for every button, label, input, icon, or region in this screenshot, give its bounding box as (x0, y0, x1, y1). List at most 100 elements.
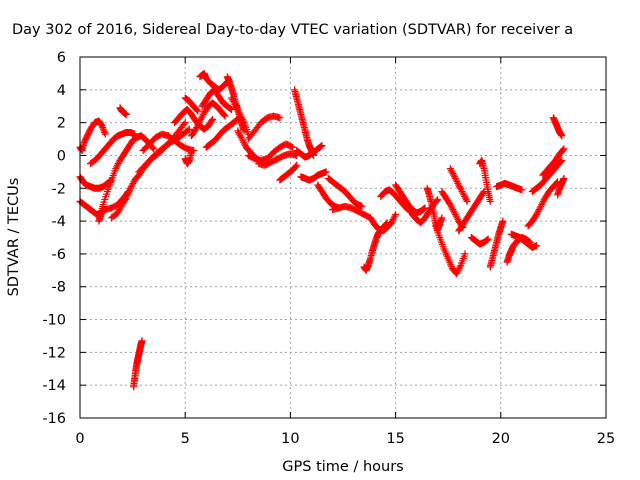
data-point (220, 111, 228, 119)
data-point (447, 202, 455, 210)
data-point (540, 196, 548, 204)
data-point (535, 206, 543, 214)
data-point (113, 163, 121, 171)
data-point (448, 168, 456, 176)
data-point (518, 186, 526, 194)
data-point (238, 114, 246, 122)
data-series (366, 211, 400, 235)
data-point (185, 125, 193, 133)
y-tick-label: 0 (57, 148, 66, 164)
data-point (389, 215, 397, 223)
data-point (453, 270, 461, 278)
data-point (317, 142, 325, 150)
data-point (452, 176, 460, 184)
data-series (297, 168, 330, 184)
data-point (193, 124, 201, 132)
data-point (451, 173, 459, 181)
data-series (139, 130, 198, 155)
data-point (322, 168, 330, 176)
data-point (232, 102, 240, 110)
data-point (450, 171, 458, 179)
data-point (233, 106, 241, 114)
data-point (559, 146, 567, 154)
data-point (445, 199, 453, 207)
data-point (198, 114, 206, 122)
data-series (324, 174, 366, 210)
data-point (538, 201, 546, 209)
data-point (193, 122, 201, 130)
data-point (227, 105, 235, 113)
data-point (230, 99, 238, 107)
data-point (456, 263, 464, 271)
data-series (455, 188, 488, 235)
data-point (233, 104, 241, 112)
data-point (236, 110, 244, 118)
data-point (560, 174, 568, 182)
data-point (193, 106, 201, 114)
x-tick-label: 0 (75, 431, 84, 447)
data-point (483, 236, 491, 244)
data-series (244, 140, 297, 164)
data-point (208, 117, 216, 125)
axis-ticks: 0 5 10 15 20 25 -16 -14 -12 -10 -8 -6 -4 -2 0 2 4 6 (42, 50, 615, 447)
data-point (538, 199, 546, 207)
data-point (238, 115, 246, 123)
data-series (446, 165, 471, 205)
data-point (115, 158, 123, 166)
data-point (239, 117, 247, 125)
data-point (138, 337, 146, 345)
data-point (420, 205, 428, 213)
data-series (181, 148, 196, 168)
data-series (291, 86, 318, 159)
data-point (237, 112, 245, 120)
data-point (457, 186, 465, 194)
data-point (560, 145, 568, 153)
data-point (482, 236, 490, 244)
data-point (221, 112, 229, 120)
data-point (116, 206, 124, 214)
data-point (227, 106, 235, 114)
data-point (454, 266, 462, 274)
data-point (191, 127, 199, 135)
data-point (192, 125, 200, 133)
data-point (181, 119, 189, 127)
data-point (390, 214, 398, 222)
data-point (129, 179, 137, 187)
data-series (507, 230, 541, 251)
data-point (289, 143, 297, 151)
data-point (292, 162, 300, 170)
data-point (459, 189, 467, 197)
data-series (87, 128, 139, 168)
plot-frame (79, 56, 607, 419)
data-point (238, 135, 246, 143)
data-point (234, 107, 242, 115)
y-tick-label: 4 (57, 83, 66, 99)
x-tick-label: 10 (281, 431, 299, 447)
data-point (276, 114, 284, 122)
data-points (76, 69, 568, 391)
data-series (293, 142, 326, 161)
data-point (318, 142, 326, 150)
data-point (421, 204, 429, 212)
data-point (533, 211, 541, 219)
data-point (234, 127, 242, 135)
data-point (236, 132, 244, 140)
data-point (149, 144, 157, 152)
data-point (197, 115, 205, 123)
data-point (419, 205, 427, 213)
data-point (358, 202, 366, 210)
y-tick-label: -12 (42, 345, 66, 361)
data-point (101, 130, 109, 138)
data-point (451, 211, 459, 219)
data-point (454, 179, 462, 187)
data-point (450, 207, 458, 215)
data-point (434, 196, 442, 204)
data-point (194, 107, 202, 115)
data-point (196, 117, 204, 125)
data-point (117, 202, 125, 210)
data-point (392, 211, 400, 219)
data-point (114, 209, 122, 217)
data-series (95, 132, 158, 225)
data-point (391, 212, 399, 220)
data-point (458, 188, 466, 196)
